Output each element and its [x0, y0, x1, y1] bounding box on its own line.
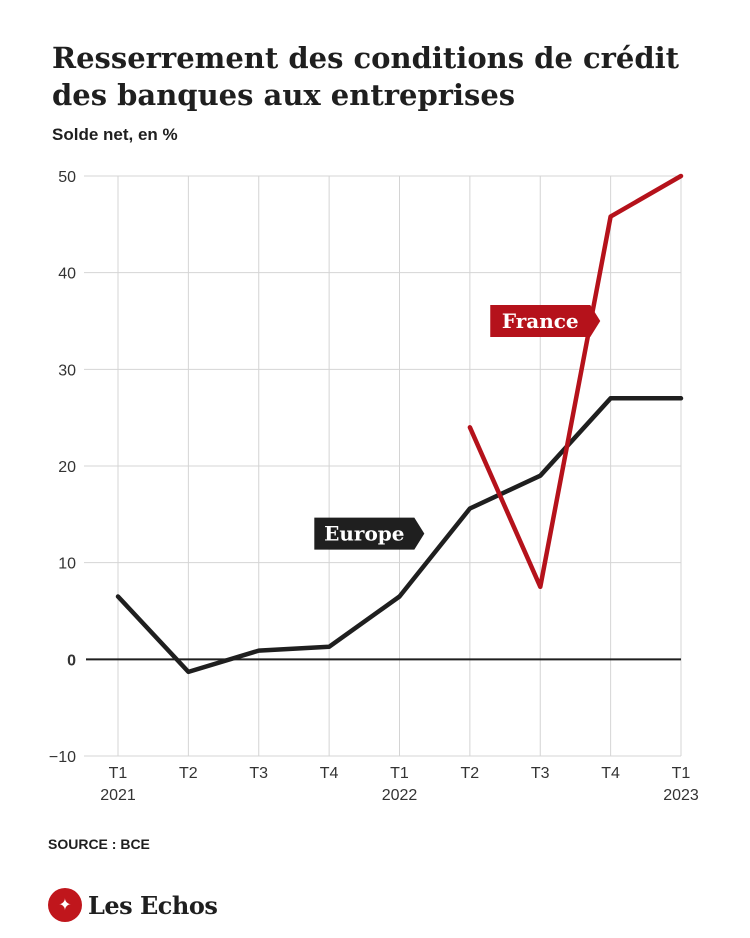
x-tick-period-5: T1	[390, 765, 409, 782]
series-label-france: France	[502, 309, 579, 333]
axis-ticks: −10 0 10 20 30 40 50 T1 2021 T2 T3 T4 T1 2022 T2 T3 T4 T1…	[49, 169, 699, 804]
x-tick-period-1: T1	[109, 765, 128, 782]
y-tick-label-3: 10	[58, 556, 76, 573]
chart-title: Resserrement des conditions de crédit de…	[52, 41, 680, 112]
y-tick-label-2: 0	[67, 652, 76, 669]
x-tick-year-5: 2022	[382, 787, 418, 804]
series-lines	[115, 173, 684, 675]
line-chart: −10 0 10 20 30 40 50 T1 2021 T2 T3 T4 T1 2022 T2 T3 T4 T1…	[49, 169, 699, 804]
brand-name: Les Echos	[88, 890, 218, 920]
x-tick-period-4: T4	[320, 765, 339, 782]
series-line-europe	[115, 396, 684, 675]
label-box-france	[490, 305, 601, 337]
x-tick-period-8: T4	[601, 765, 620, 782]
x-tick-period-3: T3	[249, 765, 268, 782]
y-tick-label-4: 20	[58, 459, 76, 476]
x-tick-period-9: T1	[672, 765, 691, 782]
series-labels: France Europe	[314, 305, 601, 550]
y-tick-label-1: −10	[49, 749, 76, 766]
brand-emblem-icon: ✦	[48, 888, 82, 922]
y-tick-label-6: 40	[58, 266, 76, 283]
x-tick-year-1: 2021	[100, 787, 136, 804]
x-tick-period-6: T2	[461, 765, 480, 782]
y-tick-label-7: 50	[58, 169, 76, 186]
chart-subtitle: Solde net, en %	[52, 125, 178, 144]
grid	[84, 175, 682, 757]
source-note: SOURCE : BCE	[48, 836, 150, 852]
series-label-europe: Europe	[324, 522, 404, 546]
y-tick-label-5: 30	[58, 362, 76, 379]
label-box-europe	[314, 517, 425, 550]
series-line-france	[467, 173, 684, 590]
x-tick-period-7: T3	[531, 765, 550, 782]
brand-logo: ✦ Les Echos	[48, 888, 218, 922]
x-tick-period-2: T2	[179, 765, 198, 782]
x-tick-year-9: 2023	[663, 787, 699, 804]
